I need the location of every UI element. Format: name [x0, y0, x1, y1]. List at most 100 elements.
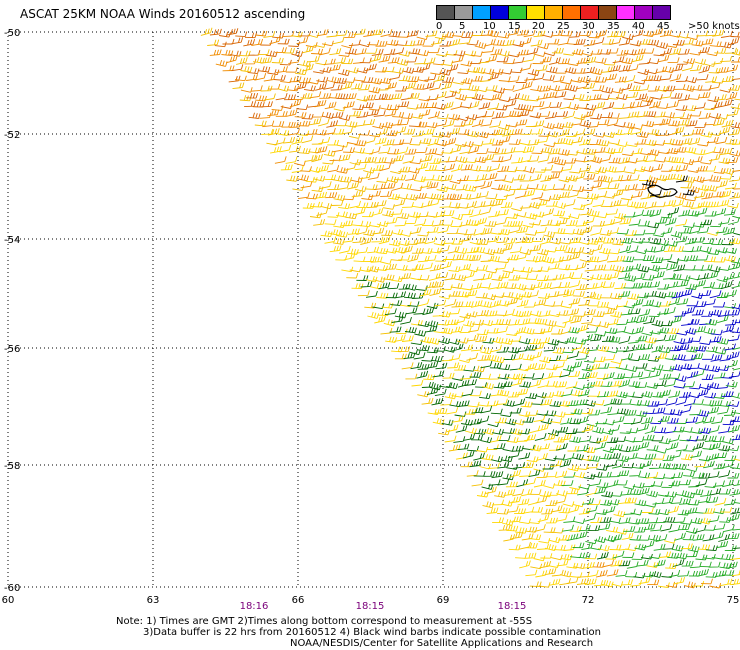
wind-barb — [480, 180, 493, 190]
wind-barb — [725, 247, 737, 254]
wind-barb — [348, 39, 361, 47]
wind-barb — [400, 138, 413, 144]
wind-barb — [462, 254, 475, 261]
wind-barb — [511, 531, 524, 540]
wind-barb — [464, 228, 477, 236]
wind-barb — [426, 181, 439, 189]
wind-barb — [425, 165, 438, 171]
wind-barb — [512, 419, 525, 426]
wind-barb — [334, 57, 347, 64]
wind-barb — [620, 83, 633, 91]
lat-label: -58 — [4, 461, 20, 472]
wind-barb — [671, 64, 684, 72]
wind-barb — [650, 481, 663, 487]
wind-barb — [610, 559, 623, 567]
wind-barb — [588, 168, 601, 175]
wind-barb — [696, 74, 709, 81]
wind-barb — [571, 48, 584, 56]
wind-barb — [729, 488, 740, 496]
wind-barb — [414, 218, 427, 227]
wind-barb — [272, 121, 285, 127]
wind-barb — [329, 155, 342, 162]
wind-barb — [707, 515, 720, 523]
wind-barb — [262, 120, 275, 128]
wind-barb — [647, 128, 660, 136]
wind-speed-colorbar: 0 5 10 15 20 25 30 35 40 45 >50 knots — [436, 5, 740, 34]
wind-barb — [664, 379, 676, 388]
wind-barb — [507, 347, 520, 354]
wind-barb — [707, 382, 720, 390]
wind-barb — [689, 336, 702, 342]
wind-barb — [251, 38, 264, 46]
wind-barb — [718, 488, 731, 495]
wind-barb — [360, 281, 373, 288]
wind-barb — [459, 193, 472, 200]
wind-barb — [685, 507, 698, 515]
wind-barb — [602, 264, 615, 271]
wind-barb — [560, 164, 573, 172]
lon-label: 63 — [147, 595, 160, 606]
wind-barb — [396, 58, 409, 66]
wind-barb — [534, 524, 546, 532]
wind-barb — [709, 336, 722, 343]
wind-barb — [727, 334, 740, 342]
wind-barb — [269, 36, 281, 45]
wind-barb — [464, 92, 477, 99]
wind-barb — [662, 66, 675, 74]
wind-barb — [579, 120, 592, 128]
wind-barb — [655, 130, 668, 136]
wind-barb — [688, 570, 701, 577]
wind-barb — [460, 461, 473, 468]
wind-barb — [572, 453, 584, 461]
wind-barb — [694, 524, 707, 533]
wind-barb — [660, 226, 673, 235]
wind-barb — [653, 245, 666, 253]
wind-barb — [492, 499, 505, 506]
wind-barb — [677, 119, 690, 126]
wind-barb — [516, 226, 529, 234]
wind-barb — [476, 148, 489, 154]
wind-barb — [401, 362, 414, 370]
wind-barb — [676, 280, 689, 288]
wind-barb — [550, 460, 563, 468]
wind-barb — [466, 470, 479, 477]
wind-barb — [629, 470, 642, 477]
wind-barb — [465, 427, 477, 435]
wind-barb — [621, 265, 634, 272]
wind-barb — [581, 424, 594, 433]
wind-barb — [547, 156, 560, 164]
wind-barb — [329, 64, 341, 72]
wind-barb — [718, 445, 731, 452]
wind-barb — [425, 281, 437, 289]
wind-barb — [624, 409, 637, 416]
wind-barb — [573, 171, 586, 180]
wind-barb — [475, 292, 488, 299]
wind-barb — [668, 297, 681, 306]
wind-barb — [482, 153, 495, 162]
wind-barb — [384, 263, 397, 270]
wind-barb — [596, 435, 609, 443]
wind-barb — [654, 291, 667, 299]
wind-barb — [721, 76, 734, 82]
wind-barb — [401, 245, 413, 254]
wind-barb — [442, 119, 455, 128]
wind-barb — [563, 365, 575, 372]
wind-barb — [603, 354, 616, 361]
wind-barb — [578, 373, 591, 380]
wind-barb — [676, 58, 689, 65]
wind-barb — [547, 38, 560, 45]
wind-barb — [663, 173, 676, 180]
wind-barb — [611, 87, 624, 94]
wind-barb — [376, 220, 389, 228]
wind-barb — [318, 47, 331, 56]
wind-barb — [477, 415, 490, 424]
wind-barb — [444, 435, 457, 443]
wind-barb — [718, 126, 731, 135]
wind-barb — [603, 131, 615, 138]
wind-barb — [631, 282, 644, 289]
wind-barb — [663, 112, 675, 119]
wind-barb — [728, 513, 740, 522]
wind-barb — [707, 406, 720, 414]
wind-barb — [580, 225, 593, 234]
wind-barb — [575, 399, 588, 406]
